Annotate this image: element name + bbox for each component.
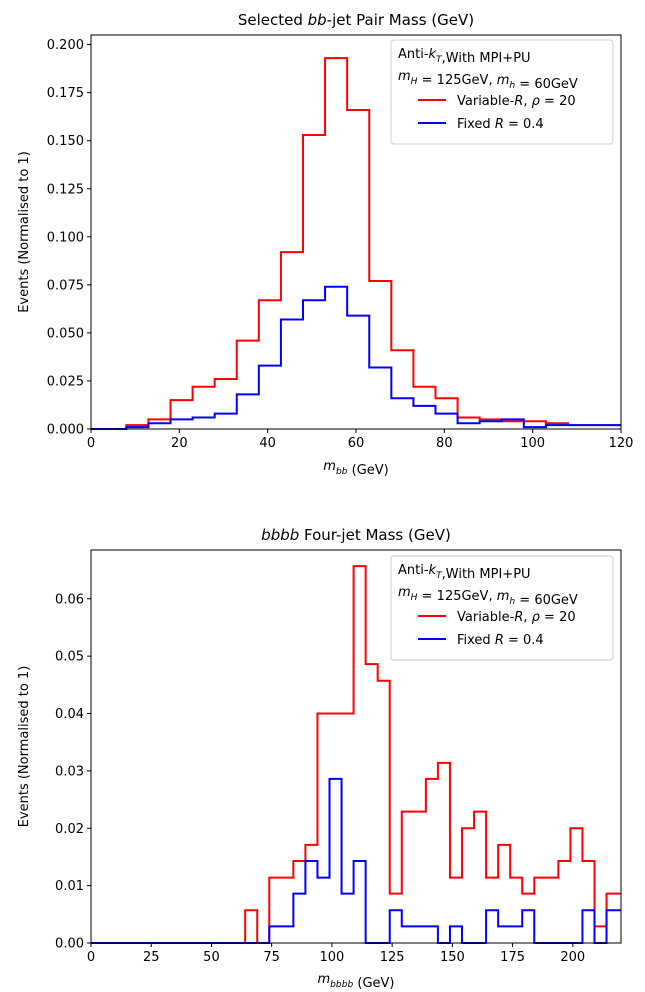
x-tick-label: 40 xyxy=(259,436,276,451)
legend: Anti-kT,With MPI+PU mH = 125GeV, mh = 60G… xyxy=(390,39,614,145)
plot-frame xyxy=(90,549,622,944)
x-tick-label: 50 xyxy=(203,950,220,965)
x-tick-label: 100 xyxy=(520,436,545,451)
x-tick-label: 75 xyxy=(263,950,280,965)
legend-box xyxy=(390,555,614,661)
legend-header-line-2: mH = 125GeV, mh = 60GeV xyxy=(398,69,578,92)
legend-header-line-2: mH = 125GeV, mh = 60GeV xyxy=(398,585,578,608)
x-tick-label: 200 xyxy=(560,950,585,965)
y-tick-label: 0.02 xyxy=(55,822,84,837)
x-axis-label: mbbbb (GeV) xyxy=(317,972,394,991)
y-tick-label: 0.050 xyxy=(47,326,84,341)
y-axis-label: Events (Normalised to 1) xyxy=(17,666,32,828)
y-tick-label: 0.06 xyxy=(55,592,84,607)
x-tick-label: 175 xyxy=(500,950,525,965)
y-tick-label: 0.175 xyxy=(47,86,84,101)
y-tick-label: 0.150 xyxy=(47,134,84,149)
legend-box xyxy=(390,39,614,145)
legend-entry: Fixed R = 0.4 xyxy=(457,117,544,132)
legend-entry: Variable-R, ρ = 20 xyxy=(457,610,576,625)
legend-header-line-1: Anti-kT,With MPI+PU xyxy=(398,47,531,66)
legend: Anti-kT,With MPI+PU mH = 125GeV, mh = 60G… xyxy=(390,555,614,661)
x-tick-label: 80 xyxy=(436,436,453,451)
chart-title: Selected bb-jet Pair Mass (GeV) xyxy=(238,11,474,29)
chart-title: bbbb Four-jet Mass (GeV) xyxy=(261,526,451,544)
y-tick-label: 0.125 xyxy=(47,182,84,197)
x-tick-label: 60 xyxy=(348,436,365,451)
y-tick-label: 0.200 xyxy=(47,38,84,53)
y-tick-label: 0.00 xyxy=(55,937,84,952)
x-tick-label: 120 xyxy=(609,436,634,451)
y-tick-label: 0.075 xyxy=(47,278,84,293)
x-tick-label: 150 xyxy=(440,950,465,965)
x-tick-label: 0 xyxy=(87,950,95,965)
y-axis-label: Events (Normalised to 1) xyxy=(17,151,32,313)
y-tick-label: 0.05 xyxy=(55,650,84,665)
series-line-fixed-r xyxy=(91,777,621,944)
x-axis-label: mbb (GeV) xyxy=(323,459,388,478)
x-tick-label: 25 xyxy=(143,950,160,965)
y-tick-label: 0.000 xyxy=(47,423,84,438)
chart-panel-2: bbbb Four-jet Mass (GeV) 0 25 50 75 100 125 150… xyxy=(17,526,622,991)
y-tick-label: 0.03 xyxy=(55,764,84,779)
legend-entry: Variable-R, ρ = 20 xyxy=(457,94,576,109)
x-tick-label: 20 xyxy=(171,436,188,451)
x-tick-label: 0 xyxy=(87,436,95,451)
y-tick-label: 0.100 xyxy=(47,230,84,245)
legend-entry: Fixed R = 0.4 xyxy=(457,633,544,648)
y-tick-label: 0.01 xyxy=(55,879,84,894)
chart-panel-1: Selected bb-jet Pair Mass (GeV) 0 20 40 60 80… xyxy=(17,11,633,478)
x-tick-label: 125 xyxy=(380,950,405,965)
y-tick-label: 0.04 xyxy=(55,707,84,722)
series-line-fixed-r xyxy=(91,285,621,430)
legend-header-line-1: Anti-kT,With MPI+PU xyxy=(398,563,531,582)
x-tick-label: 100 xyxy=(319,950,344,965)
series-line-variable-r xyxy=(91,565,621,944)
y-tick-label: 0.025 xyxy=(47,374,84,389)
